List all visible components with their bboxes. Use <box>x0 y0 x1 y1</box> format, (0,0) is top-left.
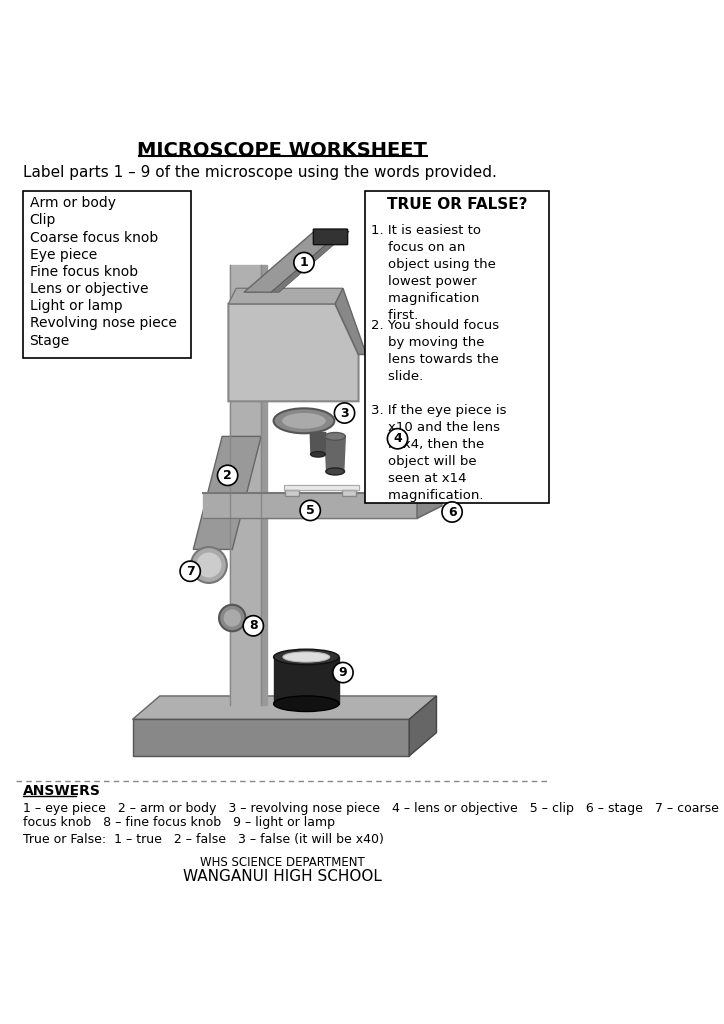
Ellipse shape <box>326 468 345 475</box>
FancyBboxPatch shape <box>285 490 299 497</box>
Text: Eye piece: Eye piece <box>30 248 97 262</box>
Text: WHS SCIENCE DEPARTMENT: WHS SCIENCE DEPARTMENT <box>200 856 364 869</box>
Text: 6: 6 <box>447 506 456 518</box>
Text: True or False:  1 – true   2 – false   3 – false (it will be x40): True or False: 1 – true 2 – false 3 – fa… <box>23 833 384 846</box>
Text: 5: 5 <box>306 504 315 517</box>
Ellipse shape <box>311 452 325 457</box>
Circle shape <box>294 253 314 272</box>
Text: Stage: Stage <box>30 334 70 347</box>
Text: Light or lamp: Light or lamp <box>30 299 122 313</box>
Text: TRUE OR FALSE?: TRUE OR FALSE? <box>387 198 527 212</box>
FancyBboxPatch shape <box>313 229 348 245</box>
Text: Coarse focus knob: Coarse focus knob <box>30 230 158 245</box>
Circle shape <box>180 561 201 582</box>
Ellipse shape <box>223 608 242 628</box>
Ellipse shape <box>283 652 329 663</box>
Polygon shape <box>132 719 409 756</box>
Polygon shape <box>417 481 442 518</box>
Text: 1. It is easiest to
    focus on an
    object using the
    lowest power
    ma: 1. It is easiest to focus on an object u… <box>371 224 496 323</box>
Polygon shape <box>325 436 345 471</box>
Circle shape <box>333 663 353 683</box>
FancyBboxPatch shape <box>23 190 191 358</box>
Circle shape <box>217 465 237 485</box>
Text: ANSWERS: ANSWERS <box>23 784 101 798</box>
Polygon shape <box>228 289 343 304</box>
Circle shape <box>387 429 408 449</box>
Circle shape <box>334 402 355 423</box>
Text: 3: 3 <box>340 407 349 420</box>
Circle shape <box>243 615 264 636</box>
Polygon shape <box>193 436 261 550</box>
FancyBboxPatch shape <box>342 490 356 497</box>
Polygon shape <box>228 304 358 401</box>
Ellipse shape <box>274 409 334 433</box>
Ellipse shape <box>195 552 222 579</box>
Text: Label parts 1 – 9 of the microscope using the words provided.: Label parts 1 – 9 of the microscope usin… <box>23 165 497 179</box>
Text: 2. You should focus
    by moving the
    lens towards the
    slide.: 2. You should focus by moving the lens t… <box>371 319 499 383</box>
Polygon shape <box>203 506 442 518</box>
Polygon shape <box>409 696 437 756</box>
Polygon shape <box>261 265 267 706</box>
Polygon shape <box>285 484 358 490</box>
Text: 7: 7 <box>186 565 195 578</box>
Text: Fine focus knob: Fine focus knob <box>30 265 138 279</box>
Text: 2: 2 <box>223 469 232 482</box>
Text: Lens or objective: Lens or objective <box>30 282 148 296</box>
FancyBboxPatch shape <box>365 190 549 503</box>
Text: MICROSCOPE WORKSHEET: MICROSCOPE WORKSHEET <box>138 141 427 160</box>
Text: Clip: Clip <box>30 213 56 227</box>
Polygon shape <box>203 494 417 518</box>
Ellipse shape <box>325 432 345 440</box>
Text: 9: 9 <box>339 666 348 679</box>
Ellipse shape <box>282 413 327 429</box>
Polygon shape <box>132 696 437 719</box>
Ellipse shape <box>274 696 339 712</box>
Ellipse shape <box>219 605 245 631</box>
Text: 4: 4 <box>393 432 402 445</box>
Polygon shape <box>230 265 261 706</box>
Text: 8: 8 <box>249 620 258 632</box>
Polygon shape <box>310 432 326 455</box>
Polygon shape <box>244 231 342 292</box>
Text: Revolving nose piece: Revolving nose piece <box>30 316 177 331</box>
Polygon shape <box>335 289 366 354</box>
Text: 3. If the eye piece is
    x10 and the lens
    is x4, then the
    object will : 3. If the eye piece is x10 and the lens … <box>371 403 507 502</box>
Text: 1 – eye piece   2 – arm or body   3 – revolving nose piece   4 – lens or objecti: 1 – eye piece 2 – arm or body 3 – revolv… <box>23 802 719 815</box>
Ellipse shape <box>191 547 227 583</box>
Polygon shape <box>272 231 349 292</box>
Polygon shape <box>274 657 339 703</box>
Text: focus knob   8 – fine focus knob   9 – light or lamp: focus knob 8 – fine focus knob 9 – light… <box>23 816 335 828</box>
Circle shape <box>300 501 320 520</box>
Text: WANGANUI HIGH SCHOOL: WANGANUI HIGH SCHOOL <box>182 869 382 885</box>
Ellipse shape <box>274 649 339 665</box>
Circle shape <box>442 502 462 522</box>
Text: 1: 1 <box>300 256 308 269</box>
Text: Arm or body: Arm or body <box>30 197 116 210</box>
